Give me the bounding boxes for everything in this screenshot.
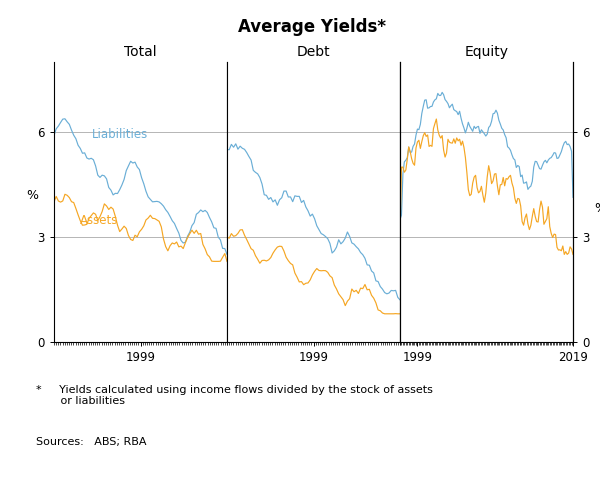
Text: Debt: Debt — [296, 45, 331, 59]
Text: *     Yields calculated using income flows divided by the stock of assets
      : * Yields calculated using income flows d… — [36, 385, 433, 406]
Text: Average Yields*: Average Yields* — [238, 18, 386, 36]
Text: Liabilities: Liabilities — [92, 128, 148, 141]
Text: Assets: Assets — [80, 214, 118, 228]
Y-axis label: %: % — [595, 202, 600, 215]
Text: Equity: Equity — [464, 45, 509, 59]
Text: Total: Total — [124, 45, 157, 59]
Text: Sources:   ABS; RBA: Sources: ABS; RBA — [36, 437, 146, 447]
Y-axis label: %: % — [26, 189, 38, 202]
